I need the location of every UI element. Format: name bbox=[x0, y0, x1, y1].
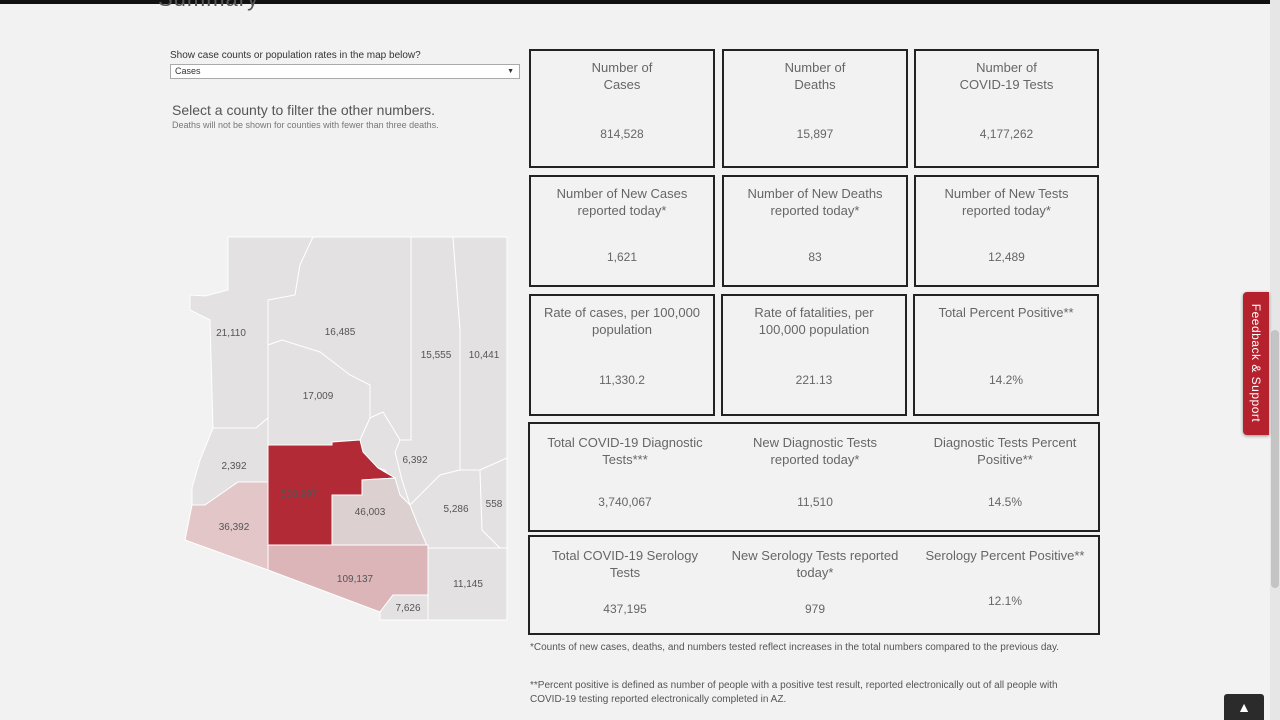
scrollbar-thumb[interactable] bbox=[1271, 330, 1279, 588]
card-title: Total COVID-19 Serology bbox=[552, 548, 698, 563]
card-title: reported today* bbox=[577, 203, 667, 218]
county-label: 46,003 bbox=[355, 507, 386, 518]
county-label: 2,392 bbox=[221, 461, 246, 472]
card-number-of-deaths: Number of Deaths 15,897 bbox=[722, 49, 908, 168]
card-title: 100,000 population bbox=[758, 322, 870, 337]
card-title: Number of New Tests bbox=[944, 186, 1069, 201]
county-santa-cruz[interactable] bbox=[379, 594, 429, 621]
card-title: Cases bbox=[603, 77, 641, 92]
card-value: 979 bbox=[804, 602, 826, 616]
card-title: Number of bbox=[976, 60, 1037, 75]
county-label: 16,485 bbox=[325, 327, 356, 338]
card-value: 12.1% bbox=[987, 594, 1023, 608]
card-title: Total COVID-19 Diagnostic bbox=[547, 435, 703, 450]
map-mode-select[interactable]: Cases ▼ bbox=[170, 64, 520, 79]
page-heading: Summary bbox=[158, 0, 259, 12]
card-title: today* bbox=[796, 565, 834, 580]
footnote-new-counts: *Counts of new cases, deaths, and number… bbox=[530, 642, 1059, 653]
map-mode-label: Show case counts or population rates in … bbox=[170, 50, 421, 61]
county-label: 11,145 bbox=[453, 579, 483, 590]
card-title: reported today* bbox=[770, 452, 860, 467]
chevron-up-icon: ▲ bbox=[1237, 699, 1251, 715]
serology-total: Total COVID-19 Serology Tests 437,195 bbox=[530, 537, 720, 633]
feedback-support-button[interactable]: Feedback & Support bbox=[1243, 292, 1269, 435]
card-serology-tests: Total COVID-19 Serology Tests 437,195 Ne… bbox=[528, 535, 1100, 635]
county-label: 7,626 bbox=[395, 603, 420, 614]
card-value: 3,740,067 bbox=[598, 495, 652, 509]
card-fatality-rate: Rate of fatalities, per 100,000 populati… bbox=[721, 294, 907, 416]
card-value: 15,897 bbox=[796, 127, 834, 141]
card-value: 11,510 bbox=[797, 495, 833, 509]
card-value: 1,621 bbox=[606, 250, 638, 264]
card-title: Tests bbox=[609, 565, 641, 580]
county-label: 21,110 bbox=[216, 328, 246, 339]
county-label: 558 bbox=[486, 499, 503, 510]
card-title: population bbox=[592, 322, 652, 337]
card-title: Serology Percent Positive** bbox=[925, 548, 1085, 563]
card-value: 14.2% bbox=[988, 373, 1024, 387]
card-title: Deaths bbox=[794, 77, 836, 92]
county-label: 36,392 bbox=[219, 522, 250, 533]
diagnostic-total: Total COVID-19 Diagnostic Tests*** 3,740… bbox=[530, 424, 720, 530]
county-label: 6,392 bbox=[402, 455, 427, 466]
card-value: 437,195 bbox=[603, 602, 647, 616]
card-value: 14.5% bbox=[987, 495, 1023, 509]
card-title: reported today* bbox=[770, 203, 860, 218]
card-number-of-tests: Number of COVID-19 Tests 4,177,262 bbox=[914, 49, 1099, 168]
card-title: New Serology Tests reported bbox=[731, 548, 899, 563]
card-value: 814,528 bbox=[600, 127, 644, 141]
feedback-support-label: Feedback & Support bbox=[1249, 303, 1263, 423]
top-bar bbox=[0, 0, 1280, 4]
select-county-prompt: Select a county to filter the other numb… bbox=[172, 102, 436, 118]
card-title: reported today* bbox=[962, 203, 1051, 218]
card-title: Rate of fatalities, per bbox=[754, 305, 874, 320]
card-title: Number of New Cases bbox=[556, 186, 688, 201]
card-title: Tests*** bbox=[602, 452, 648, 467]
chevron-down-icon: ▼ bbox=[507, 68, 514, 75]
county-map: 21,110 16,485 15,555 10,441 17,009 2,392… bbox=[184, 236, 508, 621]
scroll-to-top-button[interactable]: ▲ bbox=[1224, 694, 1264, 720]
card-diagnostic-tests: Total COVID-19 Diagnostic Tests*** 3,740… bbox=[528, 422, 1100, 532]
county-label: 109,137 bbox=[337, 574, 374, 585]
card-title: Number of bbox=[591, 60, 653, 75]
card-title: COVID-19 Tests bbox=[959, 77, 1054, 92]
county-label: 508,997 bbox=[281, 489, 318, 500]
card-new-cases: Number of New Cases reported today* 1,62… bbox=[529, 175, 715, 287]
card-value: 4,177,262 bbox=[979, 127, 1034, 141]
footnote-percent-positive: **Percent positive is defined as number … bbox=[530, 680, 1058, 705]
diagnostic-percent: Diagnostic Tests Percent Positive** 14.5… bbox=[910, 424, 1100, 530]
serology-percent: Serology Percent Positive** 12.1% bbox=[910, 537, 1100, 633]
serology-new: New Serology Tests reported today* 979 bbox=[720, 537, 910, 633]
card-value: 11,330.2 bbox=[599, 373, 645, 387]
card-title: Number of New Deaths bbox=[747, 186, 883, 201]
card-value: 83 bbox=[808, 250, 822, 264]
card-case-rate: Rate of cases, per 100,000 population 11… bbox=[529, 294, 715, 416]
card-new-tests: Number of New Tests reported today* 12,4… bbox=[914, 175, 1099, 287]
card-title: Total Percent Positive** bbox=[938, 305, 1074, 320]
card-new-deaths: Number of New Deaths reported today* 83 bbox=[722, 175, 908, 287]
card-title: New Diagnostic Tests bbox=[752, 435, 878, 450]
county-label: 5,286 bbox=[443, 504, 468, 515]
card-title: Diagnostic Tests Percent bbox=[933, 435, 1077, 450]
card-value: 221.13 bbox=[795, 373, 833, 387]
card-percent-positive: Total Percent Positive** 14.2% bbox=[913, 294, 1099, 416]
county-label: 15,555 bbox=[421, 350, 452, 361]
card-value: 12,489 bbox=[988, 250, 1025, 264]
card-title: Positive** bbox=[977, 452, 1033, 467]
card-title: Number of bbox=[784, 60, 846, 75]
card-title: Rate of cases, per 100,000 bbox=[543, 305, 701, 320]
diagnostic-new: New Diagnostic Tests reported today* 11,… bbox=[720, 424, 910, 530]
card-number-of-cases: Number of Cases 814,528 bbox=[529, 49, 715, 168]
county-label: 10,441 bbox=[469, 350, 500, 361]
county-label: 17,009 bbox=[303, 391, 334, 402]
deaths-note: Deaths will not be shown for counties wi… bbox=[172, 120, 439, 130]
map-mode-selected-value: Cases bbox=[175, 66, 201, 76]
